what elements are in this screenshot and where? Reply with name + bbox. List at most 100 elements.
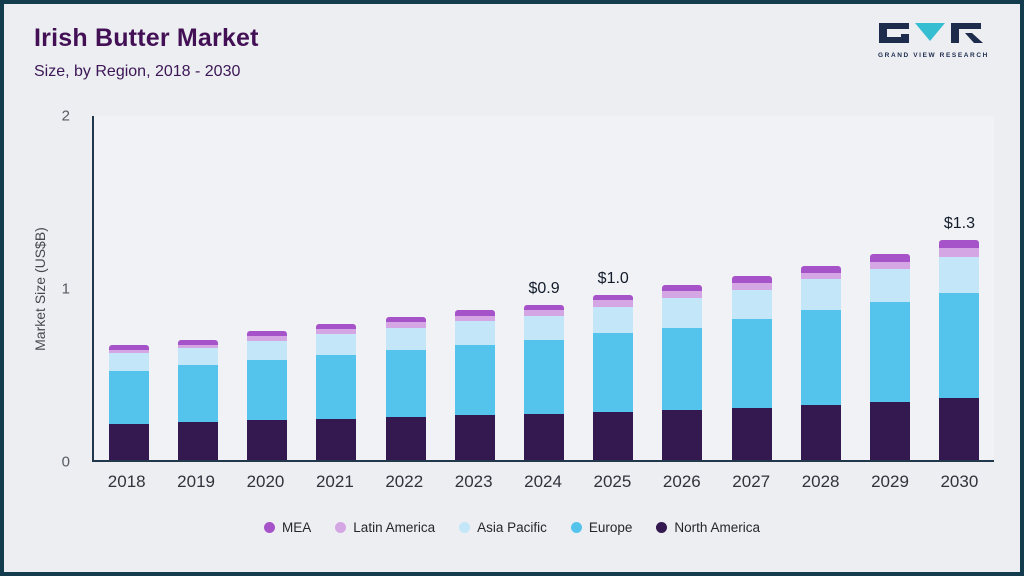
- bar-segment-asia-pacific[interactable]: [939, 257, 980, 294]
- bar-segment-asia-pacific[interactable]: [247, 341, 288, 361]
- bar-segment-north-america[interactable]: [316, 418, 357, 460]
- stacked-bar-2018[interactable]: [108, 116, 149, 460]
- bar-segment-latin-america[interactable]: [177, 344, 218, 349]
- stacked-bar-2027[interactable]: [731, 116, 772, 460]
- legend-swatch-icon: [335, 522, 347, 533]
- bar-segment-latin-america[interactable]: [593, 300, 634, 307]
- legend-swatch-icon: [570, 522, 582, 533]
- bar-segment-mea[interactable]: [731, 275, 772, 283]
- bar-segment-mea[interactable]: [247, 331, 288, 337]
- bar-segment-europe[interactable]: [870, 301, 911, 402]
- bar-segment-europe[interactable]: [939, 293, 980, 399]
- bar-segment-latin-america[interactable]: [870, 262, 911, 270]
- x-axis-label-2028: 2028: [801, 472, 840, 491]
- bar-segment-north-america[interactable]: [108, 423, 149, 460]
- y-tick-label-2: 2: [61, 107, 70, 125]
- bar-segment-latin-america[interactable]: [662, 291, 703, 299]
- header: Irish Butter Market Size, by Region, 201…: [34, 24, 259, 81]
- bar-segment-latin-america[interactable]: [316, 329, 357, 335]
- stacked-bar-2028[interactable]: [800, 116, 841, 460]
- bar-segment-north-america[interactable]: [247, 420, 288, 460]
- legend-label: Europe: [588, 520, 633, 535]
- bar-segment-mea[interactable]: [524, 305, 565, 311]
- bar-segment-europe[interactable]: [177, 365, 218, 423]
- legend-label: MEA: [282, 520, 312, 535]
- bar-segment-asia-pacific[interactable]: [108, 353, 149, 371]
- bar-segment-mea[interactable]: [177, 339, 218, 345]
- stacked-bar-2023[interactable]: [454, 116, 495, 460]
- bar-segment-mea[interactable]: [800, 265, 841, 273]
- bar-segment-mea[interactable]: [385, 317, 426, 323]
- legend-item-north-america[interactable]: North America: [656, 520, 760, 535]
- bar-column-2026: [648, 116, 717, 460]
- bar-segment-north-america[interactable]: [385, 417, 426, 460]
- bar-segment-asia-pacific[interactable]: [524, 315, 565, 340]
- bar-segment-europe[interactable]: [316, 355, 357, 419]
- bar-segment-latin-america[interactable]: [385, 322, 426, 328]
- stacked-bar-2021[interactable]: [316, 116, 357, 460]
- bar-segment-north-america[interactable]: [731, 408, 772, 460]
- bar-segment-latin-america[interactable]: [108, 349, 149, 354]
- stacked-bar-2020[interactable]: [247, 116, 288, 460]
- bar-segment-asia-pacific[interactable]: [800, 279, 841, 311]
- bar-segment-europe[interactable]: [247, 360, 288, 421]
- bar-segment-north-america[interactable]: [454, 415, 495, 460]
- bar-segment-north-america[interactable]: [800, 404, 841, 460]
- brand-logo: GRAND VIEW RESEARCH: [878, 22, 989, 59]
- stacked-bar-2024[interactable]: [524, 116, 565, 460]
- stacked-bar-2019[interactable]: [177, 116, 218, 460]
- bar-segment-mea[interactable]: [593, 294, 634, 301]
- bar-segment-latin-america[interactable]: [939, 248, 980, 258]
- bar-segment-latin-america[interactable]: [454, 315, 495, 321]
- bar-segment-latin-america[interactable]: [524, 310, 565, 316]
- bar-segment-latin-america[interactable]: [731, 282, 772, 290]
- bar-segment-asia-pacific[interactable]: [385, 327, 426, 350]
- x-axis-label-2024: 2024: [524, 472, 562, 491]
- bar-segment-europe[interactable]: [800, 310, 841, 405]
- bar-segment-europe[interactable]: [662, 327, 703, 411]
- bar-column-2021: [302, 116, 371, 460]
- stacked-bar-2029[interactable]: [870, 116, 911, 460]
- bar-segment-europe[interactable]: [454, 344, 495, 416]
- bar-segment-asia-pacific[interactable]: [454, 320, 495, 345]
- bar-segment-europe[interactable]: [593, 332, 634, 412]
- bar-segment-mea[interactable]: [662, 284, 703, 292]
- x-axis-label-2023: 2023: [454, 472, 493, 491]
- bar-segment-north-america[interactable]: [870, 401, 911, 460]
- legend-item-europe[interactable]: Europe: [570, 520, 633, 535]
- bar-segment-asia-pacific[interactable]: [731, 289, 772, 319]
- stacked-bar-2030[interactable]: [939, 116, 980, 460]
- bar-segment-europe[interactable]: [385, 349, 426, 417]
- legend-item-latin-america[interactable]: Latin America: [335, 520, 435, 535]
- bar-segment-mea[interactable]: [454, 310, 495, 316]
- legend-item-mea[interactable]: MEA: [264, 520, 311, 535]
- bar-segment-north-america[interactable]: [177, 422, 218, 460]
- bar-value-label: $1.3: [943, 214, 975, 232]
- bar-segment-north-america[interactable]: [524, 413, 565, 460]
- bar-segment-mea[interactable]: [316, 324, 357, 330]
- bar-segment-latin-america[interactable]: [247, 336, 288, 342]
- brand-logo-text: GRAND VIEW RESEARCH: [878, 52, 989, 59]
- bar-segment-asia-pacific[interactable]: [593, 306, 634, 333]
- bar-segment-europe[interactable]: [524, 339, 565, 414]
- legend-label: Latin America: [353, 520, 436, 535]
- bar-segment-europe[interactable]: [108, 370, 149, 424]
- bar-segment-asia-pacific[interactable]: [662, 298, 703, 328]
- x-axis-labels: 2018 2019 2020 2021 2022 2023 2024 2025 2026 2027…: [92, 472, 994, 492]
- bar-segment-asia-pacific[interactable]: [870, 269, 911, 302]
- stacked-bar-2026[interactable]: [662, 116, 703, 460]
- bar-segment-europe[interactable]: [731, 318, 772, 409]
- bar-segment-asia-pacific[interactable]: [316, 334, 357, 356]
- legend-item-asia-pacific[interactable]: Asia Pacific: [459, 520, 547, 535]
- bar-segment-mea[interactable]: [939, 239, 980, 249]
- bar-segment-asia-pacific[interactable]: [177, 348, 218, 366]
- bar-segment-mea[interactable]: [870, 253, 911, 263]
- bar-segment-mea[interactable]: [108, 344, 149, 350]
- stacked-bar-2022[interactable]: [385, 116, 426, 460]
- bar-segment-north-america[interactable]: [662, 410, 703, 460]
- bar-segment-north-america[interactable]: [593, 411, 634, 460]
- bar-segment-latin-america[interactable]: [800, 272, 841, 280]
- page-subtitle: Size, by Region, 2018 - 2030: [34, 63, 241, 80]
- bar-segment-north-america[interactable]: [939, 398, 980, 460]
- stacked-bar-2025[interactable]: [593, 116, 634, 460]
